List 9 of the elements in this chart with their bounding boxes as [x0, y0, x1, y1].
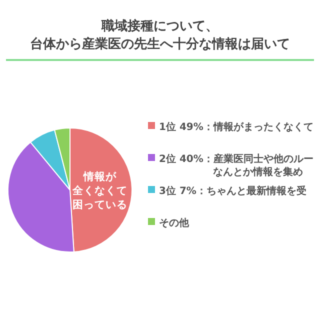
chart-subtitle: 台体から産業医の先生へ十分な情報は届いて — [30, 36, 290, 52]
legend-label: その他 — [159, 217, 190, 229]
legend-label: 1位 49%：情報がまったくなくて — [159, 121, 314, 133]
text: 全くなくて — [72, 184, 128, 197]
text: 困っている — [72, 199, 128, 211]
text: 情報が — [82, 170, 118, 183]
legend-label: 2位 40%：産業医同士や他のルーなんとか情報を集め — [159, 153, 314, 178]
chart-title: 職域接種について、 — [100, 18, 218, 34]
legend-label: 3位 7%：ちゃんと最新情報を受 — [159, 185, 306, 197]
